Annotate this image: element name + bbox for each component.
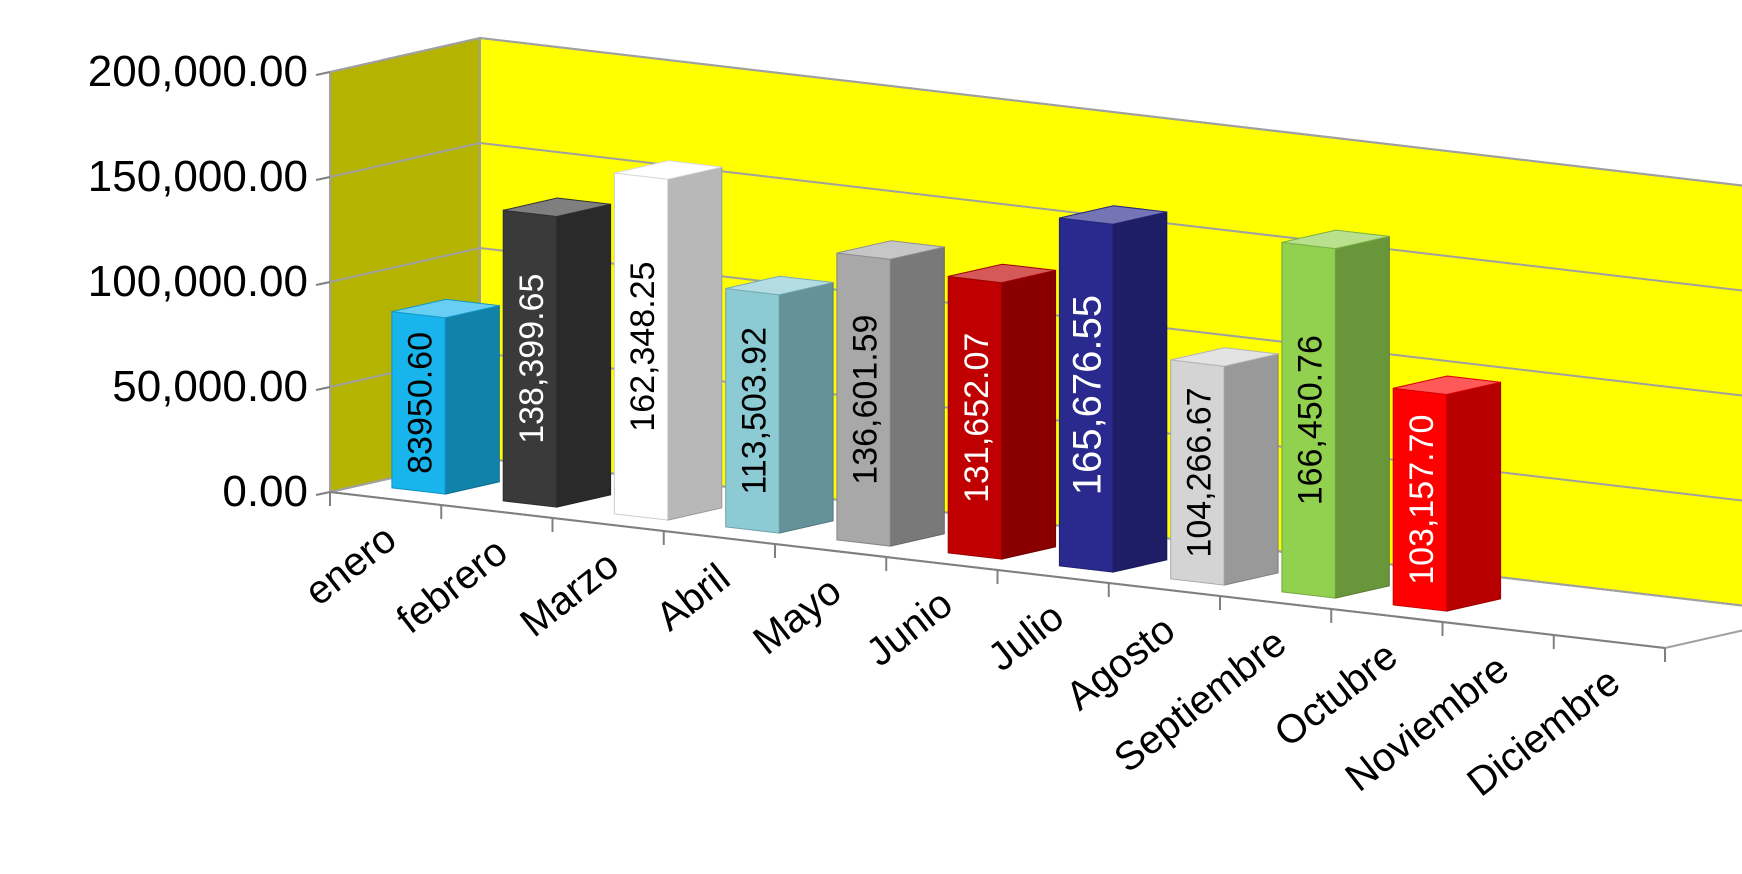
bar-side	[889, 246, 945, 547]
x-category-label: Julio	[980, 595, 1072, 680]
data-label: 138,399.65	[513, 274, 551, 444]
bar-side	[1112, 211, 1168, 573]
bar-top	[1281, 229, 1390, 250]
data-label: 103,157.70	[1403, 415, 1441, 585]
data-label: 104,266.67	[1180, 387, 1218, 557]
y-tick-label: 150,000.00	[88, 152, 308, 201]
bar-top	[725, 275, 834, 296]
data-label: 162,348.25	[624, 262, 662, 432]
y-tick-mark	[315, 491, 331, 496]
y-tick-label: 0.00	[222, 467, 308, 516]
data-label: 83950.60	[402, 332, 440, 474]
bar: 113,503.92	[725, 275, 834, 534]
bar: 83950.60	[391, 298, 500, 495]
bar-top	[614, 160, 722, 180]
x-category-label: febrero	[389, 529, 516, 642]
data-label: 136,601.59	[847, 315, 885, 485]
data-label: 131,652.07	[958, 333, 996, 503]
bar: 138,399.65	[502, 197, 612, 508]
bar-side	[556, 203, 612, 508]
bar-side	[1001, 269, 1057, 560]
bar-side	[444, 304, 500, 495]
x-category-label: Mayo	[745, 569, 849, 664]
bar: 166,450.76	[1281, 229, 1390, 599]
x-category-label: enero	[297, 517, 405, 615]
y-tick-label: 200,000.00	[88, 47, 308, 96]
y-tick-mark	[315, 176, 331, 181]
x-category-label: Abril	[648, 555, 738, 639]
y-tick-label: 50,000.00	[112, 362, 308, 411]
data-label: 166,450.76	[1292, 335, 1330, 505]
bar-top	[836, 240, 945, 260]
bar: 162,348.25	[613, 160, 723, 521]
y-tick-label: 100,000.00	[88, 257, 308, 306]
bar-top	[948, 263, 1056, 284]
gridline	[329, 36, 1742, 187]
x-category-label: Marzo	[512, 543, 627, 646]
bars: 83950.60 138,399.65 162,348.25 113,503.92 13…	[391, 160, 1502, 612]
bar-top	[1393, 375, 1501, 396]
bar-side	[1334, 235, 1390, 599]
bar: 131,652.07	[947, 263, 1057, 560]
bar-side	[1446, 381, 1502, 612]
data-label: 165,676.55	[1066, 295, 1110, 495]
data-label: 113,503.92	[735, 327, 773, 495]
bar-top	[391, 298, 500, 319]
x-category-label: Junio	[858, 581, 960, 675]
bar: 165,676.55	[1058, 205, 1168, 573]
y-tick-mark	[315, 71, 331, 76]
bar-top	[503, 197, 611, 218]
bar-top	[1170, 347, 1279, 367]
bar-side	[667, 166, 723, 521]
bar: 104,266.67	[1170, 347, 1279, 586]
bar-side	[1223, 353, 1279, 586]
y-tick-mark	[315, 386, 331, 391]
y-axis: 0.00 50,000.00 100,000.00 150,000.00 200,000…	[88, 47, 331, 516]
bar-side	[778, 281, 834, 534]
y-tick-mark	[315, 281, 331, 286]
bar: 103,157.70	[1392, 375, 1502, 612]
bar: 136,601.59	[836, 240, 945, 547]
bar-top	[1059, 205, 1167, 225]
